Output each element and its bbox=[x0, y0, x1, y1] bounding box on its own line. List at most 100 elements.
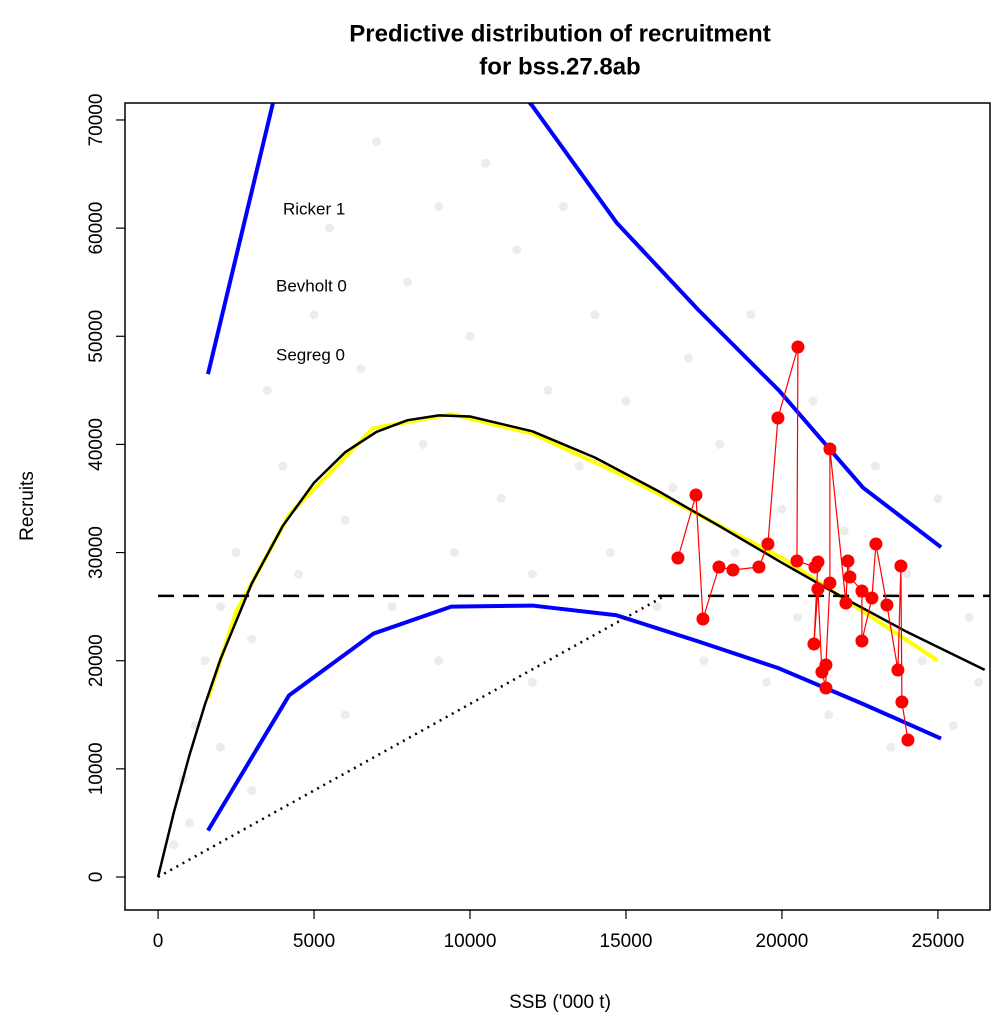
series-line bbox=[157, 594, 666, 879]
cloud-point bbox=[340, 710, 350, 720]
cloud-point bbox=[527, 677, 537, 687]
cloud-point bbox=[496, 493, 506, 503]
cloud-point bbox=[309, 310, 319, 320]
x-tick-label: 10000 bbox=[444, 931, 497, 952]
cloud-point bbox=[434, 201, 444, 211]
cloud-point bbox=[949, 721, 959, 731]
annotation: Bevholt 0 bbox=[276, 276, 347, 295]
observed-point bbox=[752, 560, 766, 574]
observed-point bbox=[819, 658, 833, 672]
chart-title: for bss.27.8ab bbox=[479, 53, 640, 80]
plot-area bbox=[156, 103, 990, 879]
observed-point bbox=[726, 563, 740, 577]
y-tick-label: 60000 bbox=[86, 202, 107, 255]
cloud-point bbox=[278, 461, 288, 471]
cloud-point bbox=[668, 483, 678, 493]
cloud-point bbox=[652, 602, 662, 612]
cloud-point bbox=[465, 331, 475, 341]
y-tick-label: 10000 bbox=[86, 742, 107, 795]
cloud-point bbox=[839, 526, 849, 536]
cloud-point bbox=[215, 602, 225, 612]
observed-point bbox=[869, 537, 883, 551]
observed-point bbox=[839, 596, 853, 610]
cloud-point bbox=[247, 785, 257, 795]
cloud-point bbox=[683, 353, 693, 363]
cloud-point bbox=[886, 742, 896, 752]
observed-point bbox=[819, 681, 833, 695]
cloud-point bbox=[481, 158, 491, 168]
cloud-point bbox=[356, 364, 366, 374]
cloud-point bbox=[512, 245, 522, 255]
observed-point bbox=[891, 663, 905, 677]
observed-point bbox=[671, 551, 685, 565]
cloud-point bbox=[605, 548, 615, 558]
cloud-point bbox=[387, 602, 397, 612]
observed-point bbox=[807, 637, 821, 651]
cloud-point bbox=[231, 548, 241, 558]
cloud-point bbox=[808, 396, 818, 406]
cloud-point bbox=[184, 818, 194, 828]
y-tick-label: 70000 bbox=[86, 94, 107, 147]
cloud-point bbox=[418, 439, 428, 449]
x-tick-label: 0 bbox=[153, 931, 164, 952]
cloud-point bbox=[730, 548, 740, 558]
cloud-point bbox=[715, 439, 725, 449]
observed-point bbox=[855, 634, 869, 648]
cloud-point bbox=[590, 310, 600, 320]
x-axis-label: SSB ('000 t) bbox=[509, 992, 611, 1013]
annotation: Ricker 1 bbox=[283, 199, 345, 218]
observed-point bbox=[895, 695, 909, 709]
cloud-point bbox=[200, 656, 210, 666]
observed-point bbox=[761, 537, 775, 551]
y-tick-label: 20000 bbox=[86, 634, 107, 687]
cloud-point bbox=[169, 840, 179, 850]
y-tick-label: 0 bbox=[86, 872, 107, 883]
cloud-point bbox=[917, 656, 927, 666]
observed-point bbox=[823, 442, 837, 456]
observed-point bbox=[865, 591, 879, 605]
cloud-point bbox=[933, 493, 943, 503]
cloud-point bbox=[543, 385, 553, 395]
cloud-point bbox=[793, 612, 803, 622]
series-line bbox=[156, 414, 986, 878]
observed-point bbox=[712, 560, 726, 574]
observed-point bbox=[790, 554, 804, 568]
observed-point bbox=[841, 554, 855, 568]
cloud-point bbox=[215, 742, 225, 752]
cloud-point bbox=[973, 677, 983, 687]
observed-point bbox=[811, 582, 825, 596]
observed-point bbox=[823, 576, 837, 590]
cloud-point bbox=[371, 137, 381, 147]
cloud-point bbox=[871, 461, 881, 471]
observed-point bbox=[880, 598, 894, 612]
x-tick-label: 25000 bbox=[911, 931, 964, 952]
cloud-point bbox=[761, 677, 771, 687]
observed-point bbox=[894, 559, 908, 573]
cloud-point bbox=[621, 396, 631, 406]
observed-point bbox=[689, 488, 703, 502]
x-tick-label: 5000 bbox=[293, 931, 335, 952]
cloud-point bbox=[824, 710, 834, 720]
chart-title: Predictive distribution of recruitment bbox=[349, 20, 770, 47]
cloud-point bbox=[262, 385, 272, 395]
observed-point bbox=[771, 411, 785, 425]
observed-point bbox=[811, 555, 825, 569]
cloud-point bbox=[699, 656, 709, 666]
cloud-point bbox=[247, 634, 257, 644]
cloud-point bbox=[964, 612, 974, 622]
y-tick-label: 30000 bbox=[86, 526, 107, 579]
y-tick-label: 40000 bbox=[86, 418, 107, 471]
observed-point bbox=[855, 584, 869, 598]
series-line bbox=[206, 103, 943, 549]
cloud-point bbox=[559, 201, 569, 211]
cloud-point bbox=[574, 461, 584, 471]
cloud-point bbox=[293, 569, 303, 579]
y-axis-label: Recruits bbox=[17, 471, 38, 541]
observed-point bbox=[843, 570, 857, 584]
cloud-point bbox=[403, 277, 413, 287]
x-tick-label: 20000 bbox=[756, 931, 809, 952]
cloud-point bbox=[746, 310, 756, 320]
